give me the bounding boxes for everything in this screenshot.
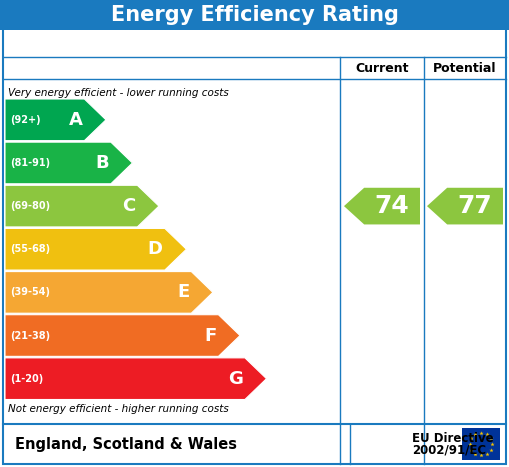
Text: (92+): (92+) bbox=[10, 115, 41, 125]
Text: (21-38): (21-38) bbox=[10, 331, 50, 340]
Polygon shape bbox=[5, 358, 267, 399]
Bar bbox=[0, 0, 509, 30]
Text: G: G bbox=[228, 370, 243, 388]
Text: Current: Current bbox=[355, 62, 409, 75]
Text: C: C bbox=[122, 197, 135, 215]
Polygon shape bbox=[5, 228, 186, 270]
Text: B: B bbox=[95, 154, 109, 172]
Text: E: E bbox=[177, 283, 189, 301]
Text: EU Directive: EU Directive bbox=[412, 432, 494, 446]
Text: Not energy efficient - higher running costs: Not energy efficient - higher running co… bbox=[8, 404, 229, 414]
Text: A: A bbox=[69, 111, 82, 129]
Polygon shape bbox=[5, 315, 240, 356]
Text: England, Scotland & Wales: England, Scotland & Wales bbox=[15, 437, 237, 452]
Text: Energy Efficiency Rating: Energy Efficiency Rating bbox=[110, 5, 399, 25]
Polygon shape bbox=[5, 142, 132, 184]
Text: Very energy efficient - lower running costs: Very energy efficient - lower running co… bbox=[8, 88, 229, 98]
Polygon shape bbox=[5, 272, 213, 313]
Text: 74: 74 bbox=[375, 194, 409, 218]
Text: (55-68): (55-68) bbox=[10, 244, 50, 254]
Text: 77: 77 bbox=[458, 194, 493, 218]
Text: Potential: Potential bbox=[433, 62, 497, 75]
Bar bbox=[462, 428, 500, 460]
Text: D: D bbox=[148, 240, 163, 258]
Polygon shape bbox=[427, 188, 503, 225]
Polygon shape bbox=[5, 99, 106, 141]
Text: (39-54): (39-54) bbox=[10, 287, 50, 297]
Text: (1-20): (1-20) bbox=[10, 374, 43, 384]
Polygon shape bbox=[344, 188, 420, 225]
Text: (81-91): (81-91) bbox=[10, 158, 50, 168]
Text: (69-80): (69-80) bbox=[10, 201, 50, 211]
Polygon shape bbox=[5, 185, 159, 227]
Text: F: F bbox=[204, 326, 216, 345]
Text: 2002/91/EC: 2002/91/EC bbox=[412, 444, 486, 457]
